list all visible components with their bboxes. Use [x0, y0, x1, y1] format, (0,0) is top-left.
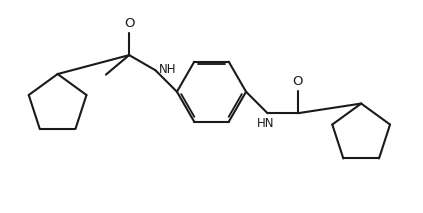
Text: O: O — [293, 75, 303, 88]
Text: HN: HN — [257, 117, 274, 130]
Text: O: O — [124, 17, 135, 30]
Text: NH: NH — [159, 63, 176, 76]
